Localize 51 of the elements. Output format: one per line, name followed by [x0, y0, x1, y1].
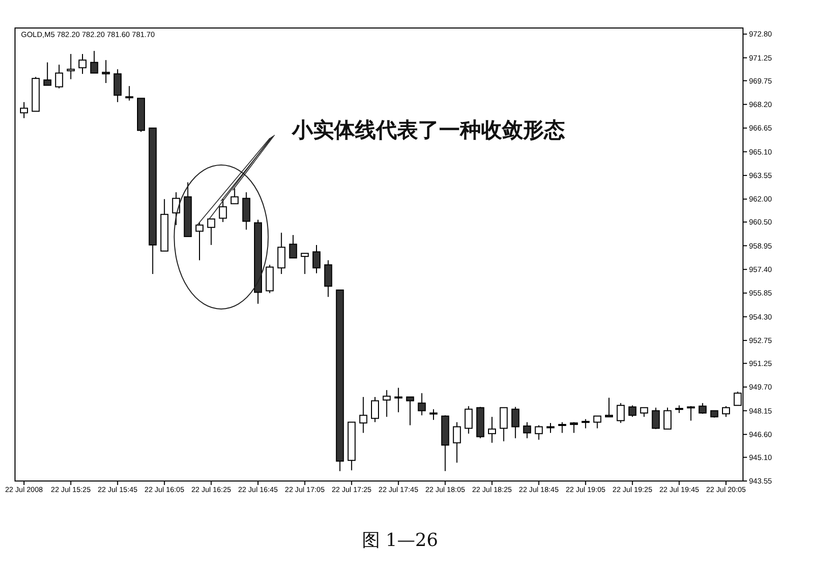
- candlestick: [500, 407, 508, 442]
- candlestick: [628, 404, 636, 418]
- candlestick: [511, 406, 520, 439]
- candlestick: [652, 407, 660, 430]
- candlestick: [546, 422, 554, 434]
- candlestick: [534, 424, 543, 440]
- candlestick: [230, 188, 239, 204]
- candlestick: [418, 392, 426, 416]
- candlestick: [20, 102, 28, 119]
- candlestick: [582, 418, 590, 429]
- candlestick: [312, 244, 320, 274]
- candlestick: [722, 406, 730, 418]
- candlestick: [289, 234, 298, 258]
- annotation: 小实体线代表了一种收敛形态: [291, 117, 565, 142]
- candlestick: [488, 416, 496, 444]
- candlestick: [616, 402, 625, 424]
- candlestick: [698, 402, 707, 414]
- candlestick: [125, 86, 134, 102]
- candlestick: [464, 406, 473, 434]
- candlestick: [172, 192, 180, 226]
- candlestick: [570, 422, 578, 434]
- candlestick: [394, 387, 402, 413]
- candlestick: [196, 222, 204, 261]
- candlestick: [55, 64, 64, 89]
- caption: 图 1—26: [362, 530, 438, 551]
- candlestick: [78, 53, 86, 74]
- candlestick: [277, 232, 286, 274]
- candlestick: [218, 198, 227, 223]
- candlestick: [66, 53, 75, 80]
- candlestick: [43, 62, 52, 86]
- candlestick: [593, 416, 602, 429]
- candlestick: [382, 390, 391, 418]
- candlestick: [558, 422, 566, 434]
- candlestick: [102, 60, 110, 84]
- candlestick: [359, 396, 368, 434]
- candlestick: [605, 397, 613, 418]
- candlestick: [640, 407, 648, 418]
- candlestick: [452, 422, 461, 464]
- candlestick: [406, 396, 414, 426]
- candlestick: [523, 422, 532, 439]
- candlestick: [266, 264, 274, 294]
- candlestick: [324, 260, 332, 298]
- candlestick: [114, 68, 122, 103]
- candlestick: [90, 50, 98, 74]
- candlestick: [207, 218, 216, 246]
- candlestick: [686, 406, 695, 422]
- candlestick: [300, 252, 309, 274]
- candlestick: [242, 192, 250, 230]
- candlestick: [664, 407, 672, 430]
- candlestick: [430, 408, 438, 420]
- candlestick: [371, 396, 379, 423]
